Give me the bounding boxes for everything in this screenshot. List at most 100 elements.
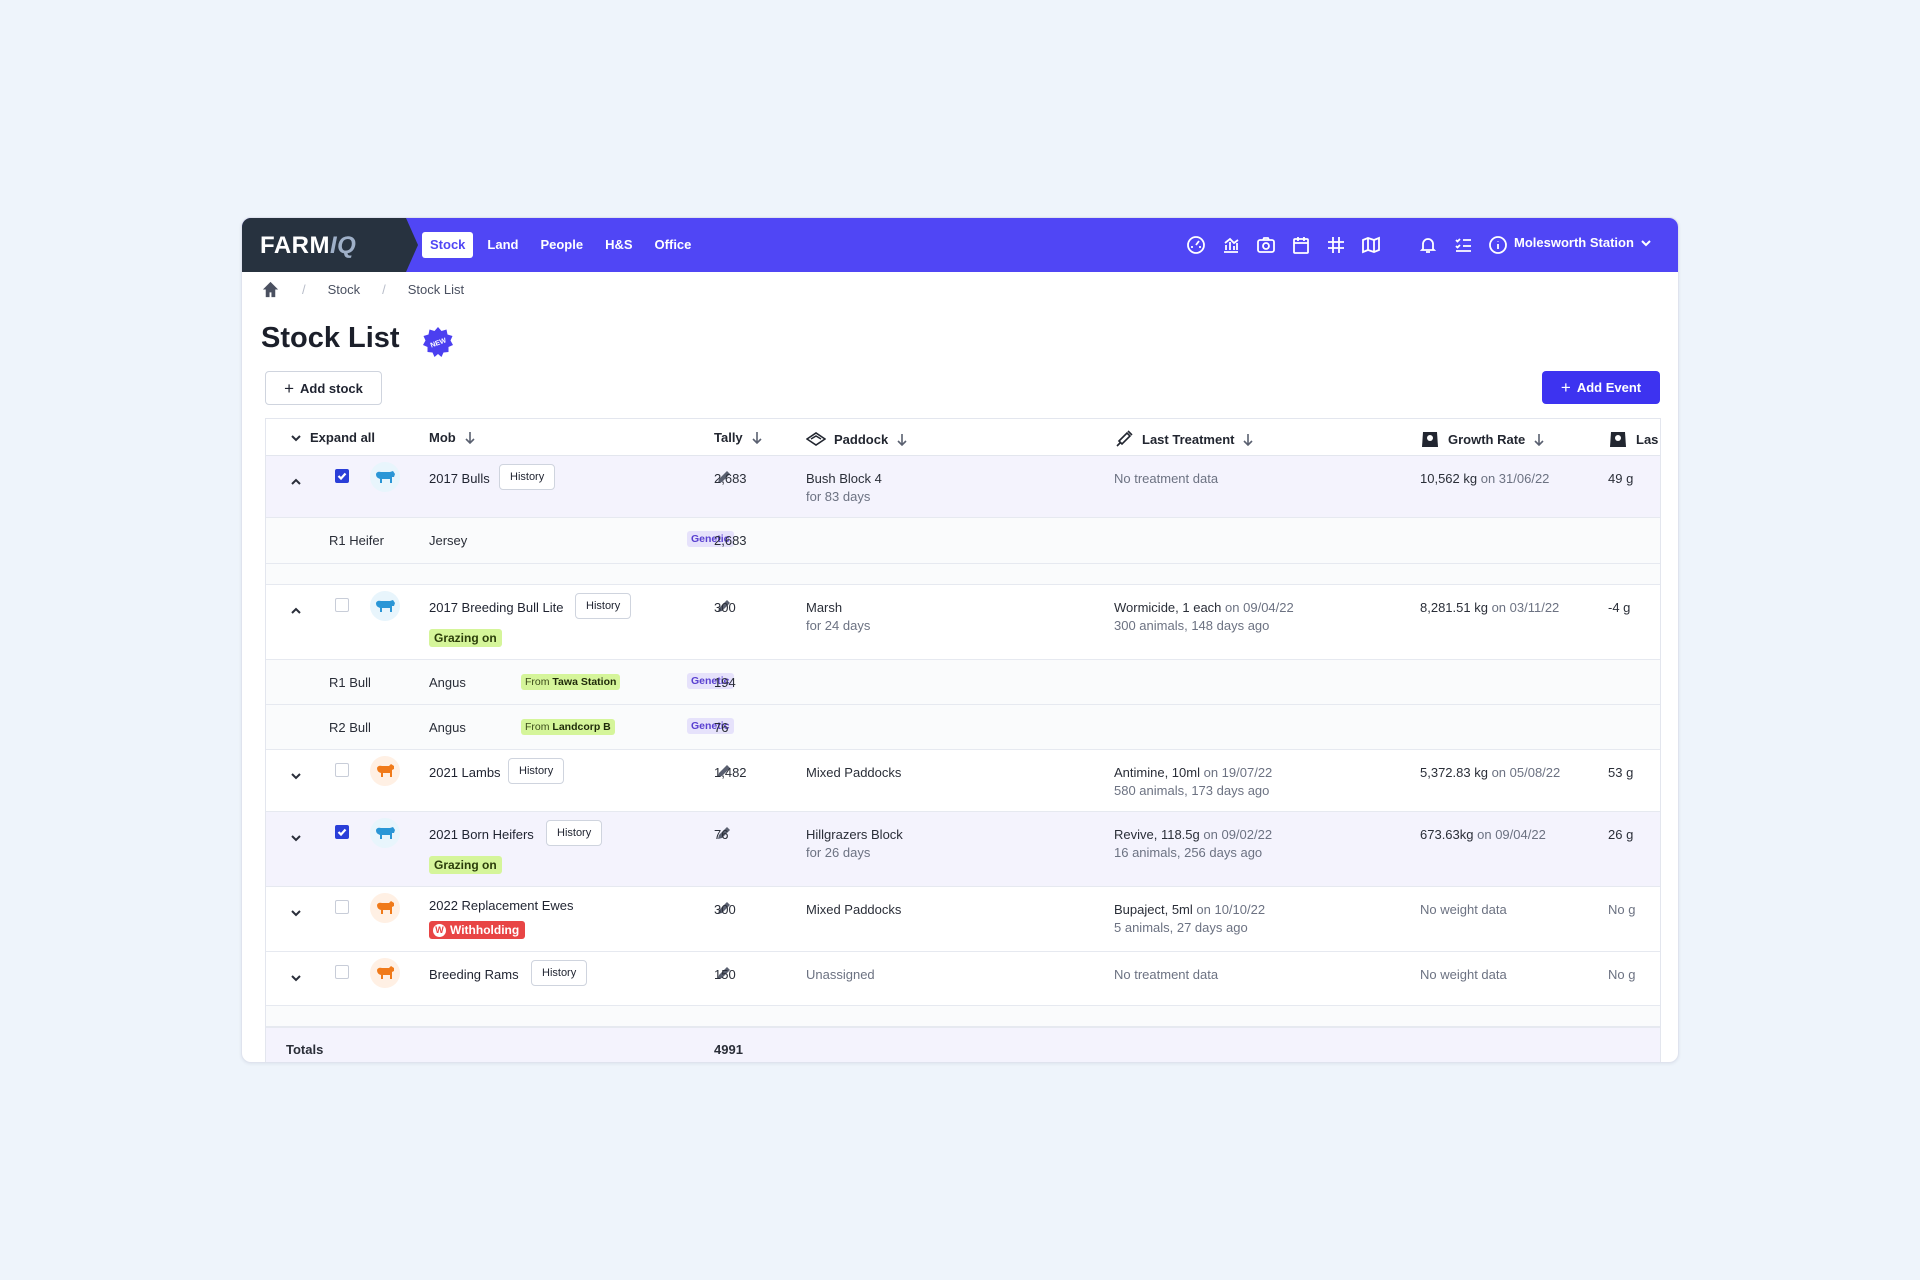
treatment-cell: Antimine, 10ml on 19/07/22 580 animals, … [1114, 765, 1272, 798]
chart-icon[interactable] [1219, 232, 1242, 258]
last-value: 49 g [1608, 471, 1634, 486]
camera-search-icon[interactable] [1254, 232, 1277, 258]
plus-icon: + [284, 378, 295, 398]
gauge-icon[interactable] [1184, 232, 1207, 258]
table-row[interactable]: 2021 Born Heifers History Grazing on 76 … [266, 812, 1660, 887]
paddock-cell[interactable]: Bush Block 4 for 83 days [806, 471, 882, 504]
mob-name[interactable]: 2017 Breeding Bull Lite [429, 600, 564, 615]
table-row[interactable]: 2017 Bulls History 2,683 Bush Block 4 fo… [266, 456, 1660, 518]
logo-block: FARMIQ [242, 218, 406, 272]
bell-icon[interactable] [1416, 232, 1439, 258]
table-row[interactable]: 2021 Lambs History 1,482 Mixed Paddocks … [266, 750, 1660, 812]
nav-tab-people[interactable]: People [540, 237, 584, 252]
sort-arrow-icon[interactable] [1242, 433, 1254, 446]
breadcrumb-stock-list[interactable]: Stock List [407, 282, 465, 297]
breed: Angus [429, 675, 466, 690]
checklist-icon[interactable] [1451, 232, 1474, 258]
sort-arrow-icon[interactable] [464, 431, 476, 444]
column-header-growth-rate[interactable]: Growth Rate [1420, 430, 1545, 448]
pencil-icon[interactable] [716, 965, 732, 981]
farmiq-logo[interactable]: FARMIQ [260, 232, 357, 259]
paddock-name[interactable]: Mixed Paddocks [806, 902, 902, 917]
nav-tab-stock[interactable]: Stock [422, 232, 474, 258]
sort-arrow-icon[interactable] [751, 431, 763, 444]
column-header-paddock[interactable]: Paddock [806, 430, 908, 448]
table-row[interactable]: 2017 Breeding Bull Lite History Grazing … [266, 585, 1660, 660]
chevron-down-icon[interactable] [290, 770, 302, 782]
chevron-down-icon[interactable] [290, 907, 302, 919]
pencil-icon[interactable] [716, 469, 732, 485]
tally-value: 76 [714, 827, 729, 842]
mob-name[interactable]: 2021 Born Heifers [429, 827, 534, 842]
totals-row: Totals 4991 [266, 1027, 1660, 1062]
row-checkbox[interactable] [335, 965, 349, 979]
stock-class: R1 Heifer [329, 533, 384, 548]
history-button[interactable]: History [546, 820, 603, 846]
totals-value: 4991 [714, 1042, 743, 1057]
nav-tab-hs[interactable]: H&S [605, 237, 633, 252]
treatment-cell: Bupaject, 5ml on 10/10/22 5 animals, 27 … [1114, 902, 1265, 935]
info-icon[interactable] [1486, 232, 1509, 258]
column-header-last-treatment[interactable]: Last Treatment [1114, 430, 1254, 448]
expand-all-toggle[interactable]: Expand all [290, 430, 375, 445]
treatment-detail: 16 animals, 256 days ago [1114, 845, 1263, 860]
history-button[interactable]: History [499, 464, 556, 490]
nav-icons [1184, 232, 1509, 258]
sort-arrow-icon[interactable] [1533, 433, 1545, 446]
pencil-icon[interactable] [716, 825, 732, 841]
mob-name[interactable]: 2021 Lambs [429, 765, 501, 780]
history-button[interactable]: History [575, 593, 632, 619]
chevron-up-icon[interactable] [290, 476, 302, 488]
paddock-name[interactable]: Unassigned [806, 967, 875, 982]
history-button[interactable]: History [531, 960, 588, 986]
logo-arrow [406, 218, 418, 272]
home-icon[interactable] [261, 280, 280, 299]
pencil-icon[interactable] [716, 598, 732, 614]
expand-all-label: Expand all [310, 430, 376, 445]
growth-cell: 5,372.83 kg on 05/08/22 [1420, 765, 1560, 780]
column-header-tally[interactable]: Tally [714, 430, 763, 445]
mob-name[interactable]: Breeding Rams [429, 967, 519, 982]
pencil-icon[interactable] [716, 763, 732, 779]
grid-icon[interactable] [1324, 232, 1347, 258]
growth-cell: 673.63kg on 09/04/22 [1420, 827, 1546, 842]
pencil-icon[interactable] [716, 900, 732, 916]
breadcrumb-stock[interactable]: Stock [327, 282, 361, 297]
map-icon[interactable] [1359, 232, 1382, 258]
nav-tab-office[interactable]: Office [654, 237, 692, 252]
plus-icon: + [1560, 378, 1571, 397]
add-event-button[interactable]: + Add Event [1542, 371, 1660, 404]
column-header-mob[interactable]: Mob [429, 430, 476, 445]
add-stock-button[interactable]: + Add stock [265, 371, 382, 405]
treatment-date: on 09/02/22 [1203, 827, 1273, 842]
table-subrow: R1 Bull Angus From Tawa Station Genetic … [266, 660, 1660, 705]
mob-name[interactable]: 2022 Replacement Ewes [429, 898, 574, 913]
row-checkbox[interactable] [335, 598, 349, 612]
paddock-name: Hillgrazers Block [806, 827, 903, 842]
sheep-icon [370, 756, 400, 786]
row-checkbox[interactable] [335, 763, 349, 777]
history-button[interactable]: History [508, 758, 565, 784]
growth-date: on 05/08/22 [1491, 765, 1561, 780]
paddock-cell[interactable]: Marsh for 24 days [806, 600, 870, 633]
paddock-name[interactable]: Mixed Paddocks [806, 765, 902, 780]
chevron-down-icon[interactable] [290, 832, 302, 844]
chevron-down-icon[interactable] [290, 972, 302, 984]
row-checkbox[interactable] [335, 469, 349, 483]
grazing-status-badge: Grazing on [429, 629, 502, 647]
mob-name[interactable]: 2017 Bulls [429, 471, 490, 486]
column-header-last[interactable]: Las [1608, 430, 1658, 448]
table-row[interactable]: Breeding Rams History 150 Unassigned No … [266, 952, 1660, 1006]
row-checkbox[interactable] [335, 900, 349, 914]
tally-value: 300 [714, 902, 736, 917]
chevron-up-icon[interactable] [290, 605, 302, 617]
breadcrumb-separator: / [302, 282, 306, 297]
treatment-cell: Revive, 118.5g on 09/02/22 16 animals, 2… [1114, 827, 1272, 860]
table-row[interactable]: 2022 Replacement Ewes W Withholding 300 … [266, 887, 1660, 952]
row-checkbox[interactable] [335, 825, 349, 839]
nav-tab-land[interactable]: Land [487, 237, 519, 252]
station-selector[interactable]: Molesworth Station [1514, 235, 1652, 250]
sort-arrow-icon[interactable] [896, 433, 908, 446]
calendar-icon[interactable] [1289, 232, 1312, 258]
paddock-cell[interactable]: Hillgrazers Block for 26 days [806, 827, 903, 860]
